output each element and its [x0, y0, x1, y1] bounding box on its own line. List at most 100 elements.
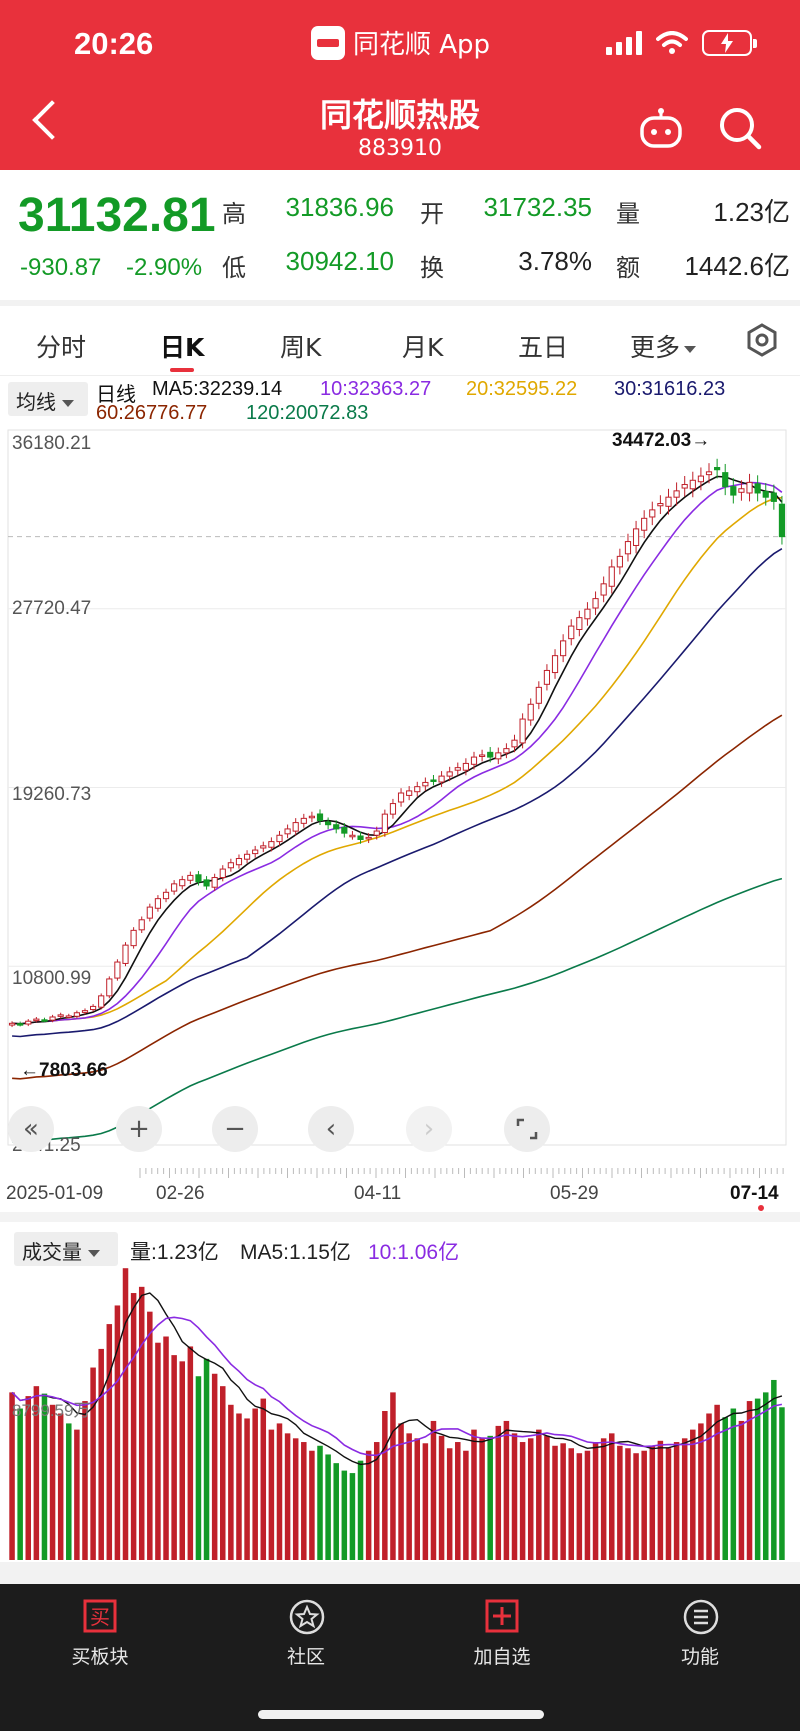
candle	[673, 482, 680, 506]
candle-body	[243, 853, 251, 860]
candle-body	[584, 608, 591, 620]
candle-body	[697, 475, 704, 483]
scroll-right-button[interactable]: ›	[406, 1106, 452, 1152]
candle	[195, 870, 202, 886]
candle-body	[235, 858, 243, 866]
candle	[479, 749, 486, 762]
candle-body	[130, 929, 137, 947]
candle-body	[730, 486, 737, 496]
zoom-out-icon: −	[224, 1114, 246, 1144]
amount-label: 额	[616, 254, 640, 282]
volume-bar	[673, 1442, 680, 1560]
k-line-chart[interactable]	[0, 425, 800, 1165]
candle	[122, 942, 129, 967]
candle	[495, 747, 502, 765]
status-app-indicator[interactable]: 同花顺 App	[311, 24, 490, 61]
x-axis-label-2: 02-26	[156, 1183, 205, 1204]
fullscreen-button[interactable]	[504, 1106, 550, 1152]
volume-indicator-select[interactable]: 成交量	[14, 1232, 118, 1266]
candle	[527, 698, 534, 726]
ma-select-label: 均线	[16, 390, 56, 414]
tab-weekly-k[interactable]: 周K	[280, 333, 322, 362]
home-indicator	[258, 1710, 544, 1719]
candle	[649, 501, 656, 526]
volume-ma5: MA5:1.15亿	[240, 1241, 351, 1264]
period-high-annotation: 34472.03→	[612, 430, 711, 451]
candle-body	[33, 1018, 40, 1022]
volume-bar	[130, 1293, 137, 1560]
volume-bar	[341, 1470, 348, 1560]
y-axis-label-1: 36180.21	[12, 433, 92, 454]
volume-bar	[163, 1336, 169, 1560]
candle	[154, 895, 162, 912]
candle-body	[397, 792, 405, 803]
chevron-down-icon	[88, 1250, 100, 1257]
candle-body	[381, 813, 388, 833]
high-label: 高	[222, 200, 246, 228]
volume-bar	[463, 1450, 469, 1560]
zoom-out-button[interactable]: −	[212, 1106, 258, 1152]
candle-body	[592, 598, 599, 609]
volume-bar	[576, 1453, 583, 1560]
volume-bar	[617, 1445, 623, 1560]
candle-body	[738, 488, 745, 493]
candle	[260, 841, 267, 853]
arrow-left-icon: ‹	[325, 1114, 337, 1144]
tab-monthly-k[interactable]: 月K	[402, 333, 444, 362]
candle	[592, 591, 599, 616]
candle-body	[146, 906, 153, 919]
candle	[341, 823, 348, 838]
nav-buy-sector[interactable]: 买 买板块	[40, 1598, 160, 1669]
candle-body	[292, 822, 299, 832]
candle	[227, 858, 234, 872]
candle-body	[754, 483, 761, 494]
tab-intraday[interactable]: 分时	[36, 333, 87, 362]
search-icon[interactable]	[718, 106, 762, 150]
volume-chart[interactable]	[0, 1222, 800, 1562]
candle-body	[325, 821, 332, 826]
tab-more[interactable]: 更多	[630, 328, 697, 364]
candle	[373, 826, 380, 840]
volume-bar	[57, 1413, 64, 1560]
candle	[138, 916, 145, 933]
volume-bar	[98, 1348, 104, 1560]
nav-community[interactable]: 社区	[246, 1598, 366, 1669]
volume-bar	[738, 1420, 745, 1560]
volume-bar	[25, 1396, 32, 1560]
candle	[657, 495, 664, 515]
signal-icon	[606, 31, 642, 55]
volume-bar	[625, 1448, 631, 1560]
zoom-in-button[interactable]: +	[116, 1106, 162, 1152]
candle-body	[308, 815, 315, 819]
app-header: 20:26 同花顺 App 同花顺热股 883910	[0, 0, 800, 170]
bottom-nav: 买 买板块 社区 加自选 功能	[0, 1584, 800, 1731]
candle-body	[365, 836, 372, 840]
candle	[754, 475, 761, 502]
tab-daily-k[interactable]: 日K	[160, 333, 205, 362]
candle	[389, 798, 397, 819]
ma-select[interactable]: 均线	[8, 382, 88, 416]
fast-rewind-button[interactable]: «	[8, 1106, 54, 1152]
nav-functions[interactable]: 功能	[640, 1598, 760, 1669]
volume-label: 量	[616, 200, 640, 228]
volume-bar	[552, 1445, 558, 1560]
candle-body	[576, 617, 583, 630]
ma10-line	[12, 481, 783, 1025]
volume-bar	[122, 1268, 129, 1560]
volume-bar	[49, 1404, 56, 1560]
candle	[365, 833, 372, 844]
nav-add-watchlist[interactable]: 加自选	[442, 1598, 562, 1669]
volume-bar	[779, 1407, 785, 1560]
candle	[632, 520, 640, 554]
tab-five-day[interactable]: 五日	[518, 333, 569, 362]
gear-icon[interactable]	[744, 322, 780, 358]
candle	[438, 771, 445, 787]
candle-body	[535, 686, 542, 704]
scroll-left-button[interactable]: ‹	[308, 1106, 354, 1152]
candle-body	[454, 767, 461, 771]
ma5-value: MA5:32239.14	[152, 378, 283, 400]
volume-bar	[754, 1398, 761, 1560]
robot-assistant-icon[interactable]	[638, 108, 684, 148]
ma20-value: 20:32595.22	[466, 378, 578, 400]
y-axis-label-3: 19260.73	[12, 784, 92, 805]
